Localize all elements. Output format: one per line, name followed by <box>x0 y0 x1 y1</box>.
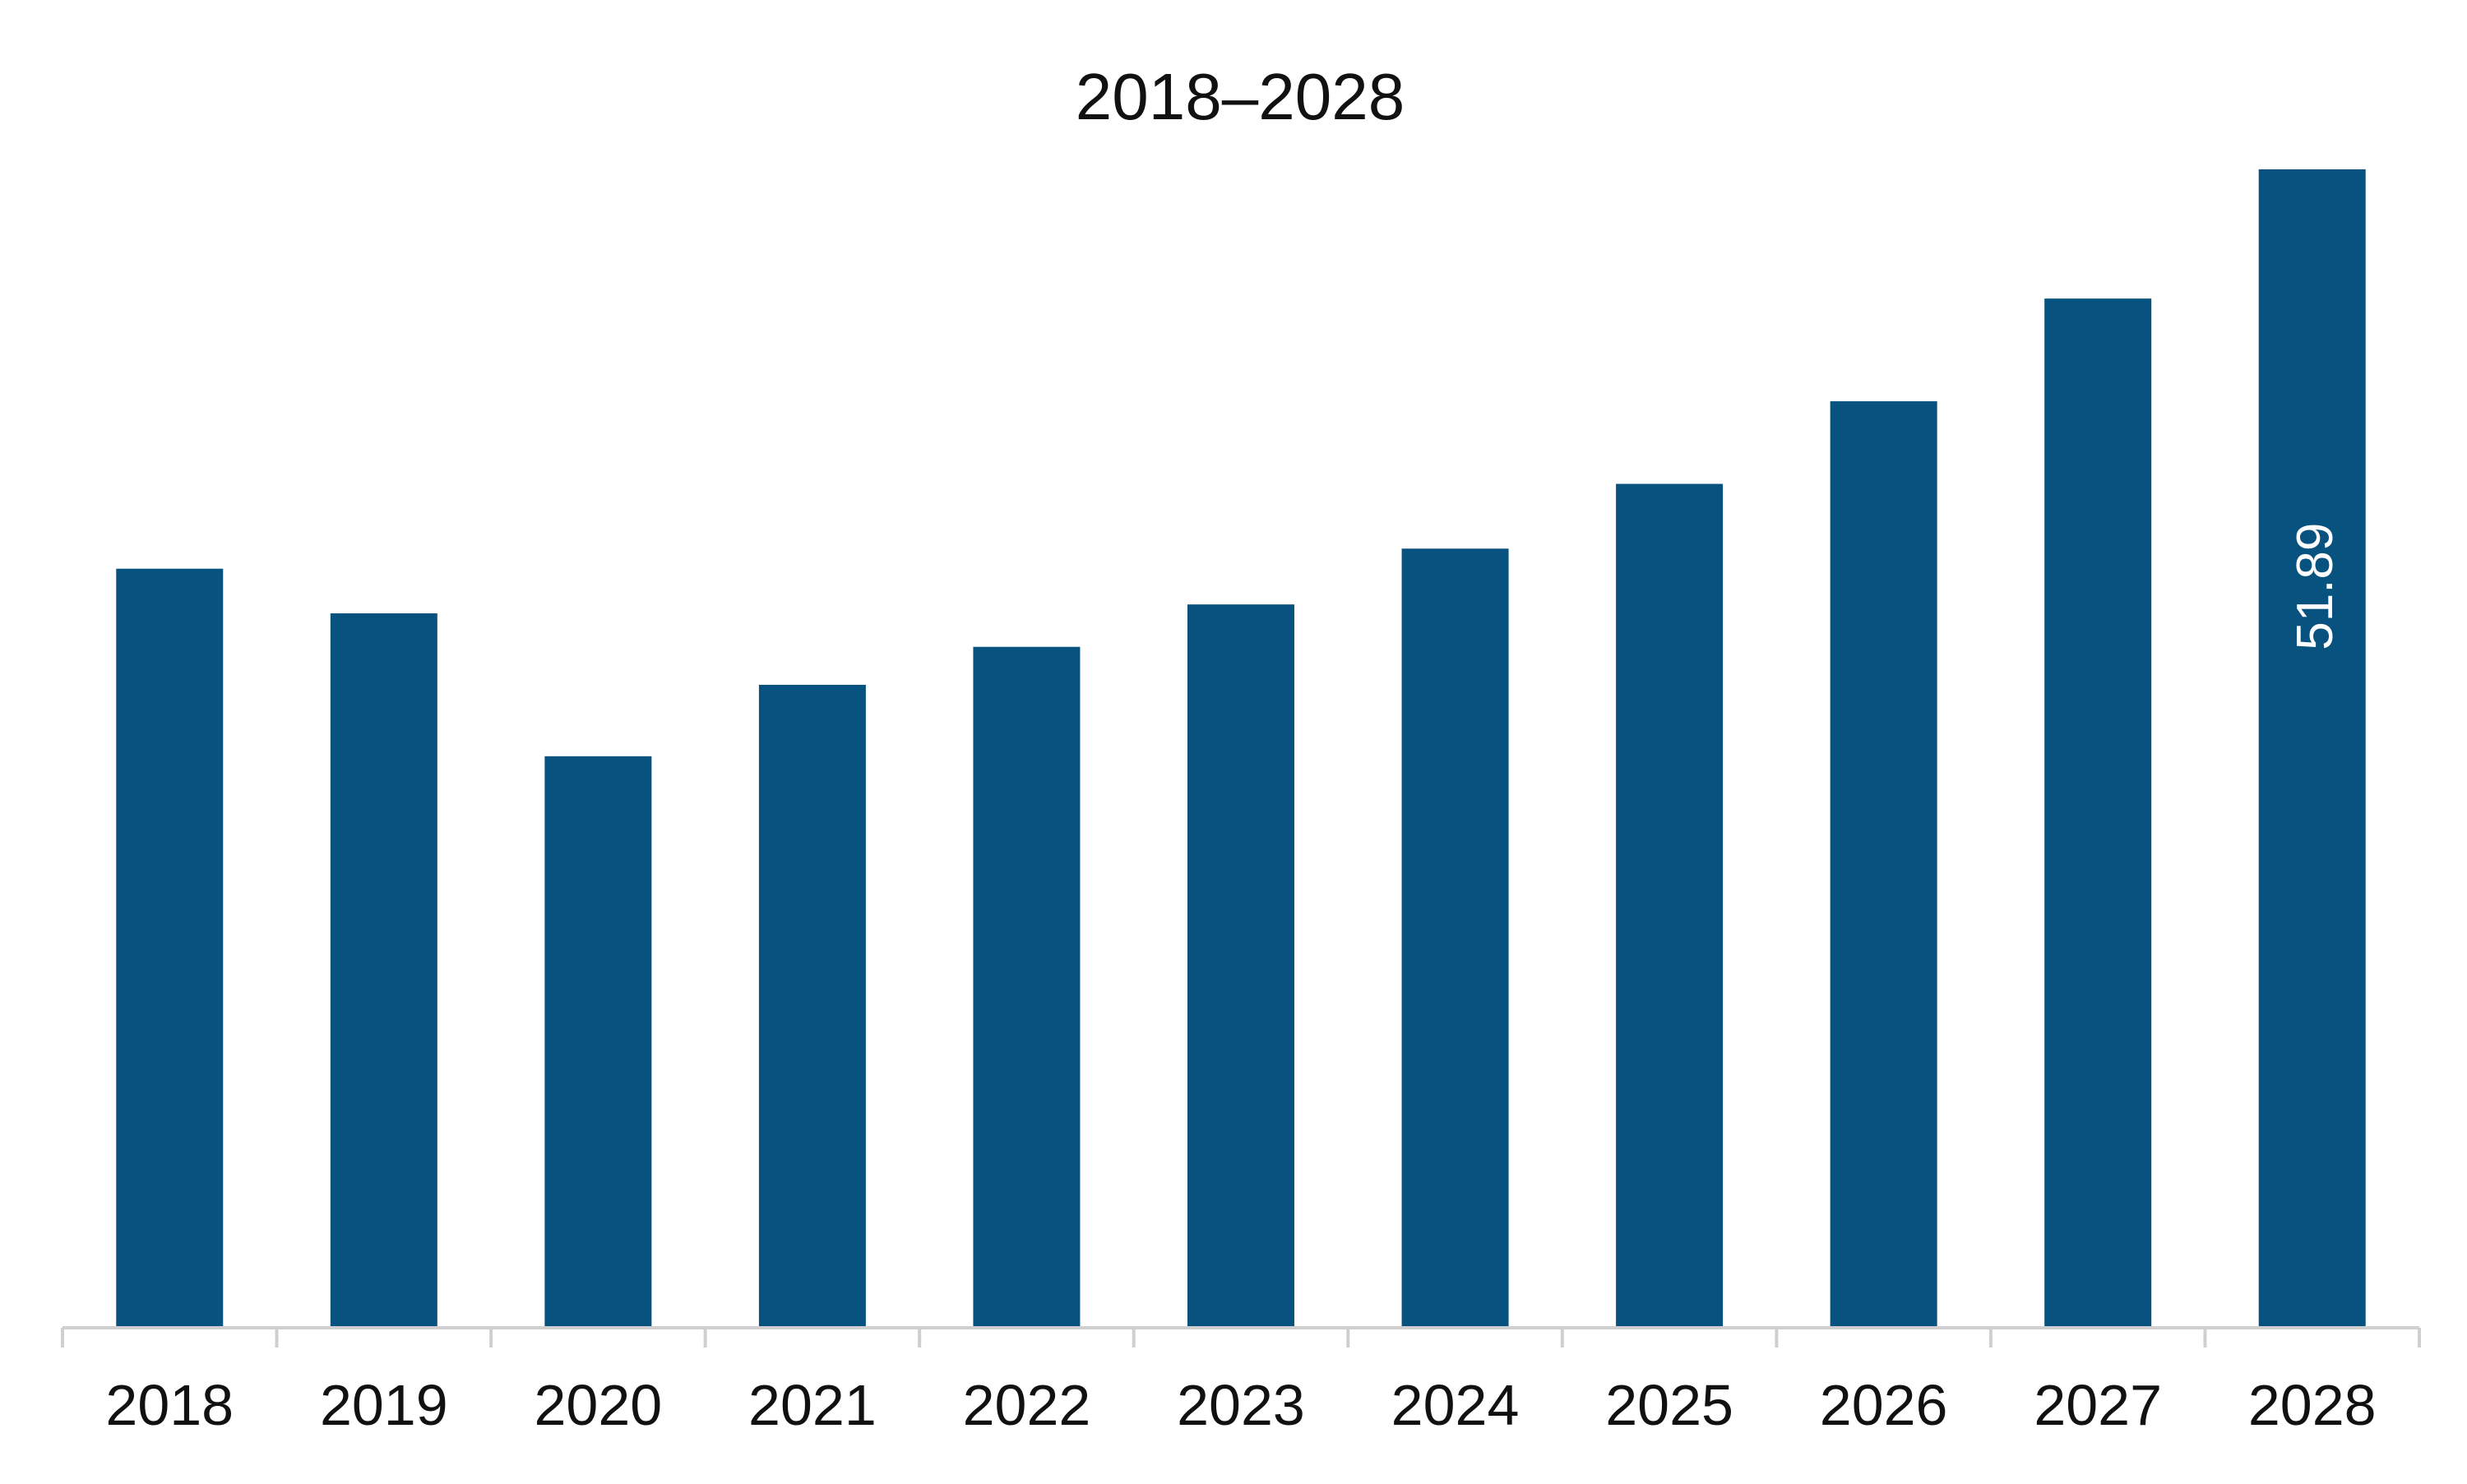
bar-2023 <box>1187 604 1294 1328</box>
x-tick-label-2025: 2025 <box>1605 1373 1733 1437</box>
x-tick-label-2026: 2026 <box>1820 1373 1948 1437</box>
bar-2020 <box>544 756 652 1328</box>
bar-2019 <box>330 613 437 1328</box>
x-tick-label-2028: 2028 <box>2248 1373 2377 1437</box>
data-labels-group: 51.89 <box>2287 523 2344 650</box>
x-tick-label-2027: 2027 <box>2034 1373 2162 1437</box>
x-tick-label-2024: 2024 <box>1391 1373 1520 1437</box>
bar-2024 <box>1401 548 1509 1328</box>
x-tick-label-2020: 2020 <box>534 1373 662 1437</box>
bars-group <box>116 169 2366 1329</box>
x-tick-label-2019: 2019 <box>320 1373 448 1437</box>
bar-2025 <box>1616 483 1724 1329</box>
bar-2022 <box>973 646 1081 1328</box>
bar-2021 <box>758 684 866 1328</box>
bar-2026 <box>1830 401 1937 1329</box>
chart-title: 2018–2028 <box>1076 60 1405 133</box>
x-tick-label-2022: 2022 <box>963 1373 1091 1437</box>
x-tick-label-2023: 2023 <box>1177 1373 1305 1437</box>
bar-2028 <box>2258 169 2366 1329</box>
x-tick-label-2018: 2018 <box>105 1373 234 1437</box>
bar-2018 <box>116 568 224 1328</box>
data-label-2028: 51.89 <box>2287 523 2344 650</box>
bar-2027 <box>2044 298 2152 1329</box>
x-tick-label-2021: 2021 <box>748 1373 877 1437</box>
x-axis: 2018 2019 2020 2021 2022 2023 2024 2025 2026 2027… <box>61 1326 2421 1437</box>
